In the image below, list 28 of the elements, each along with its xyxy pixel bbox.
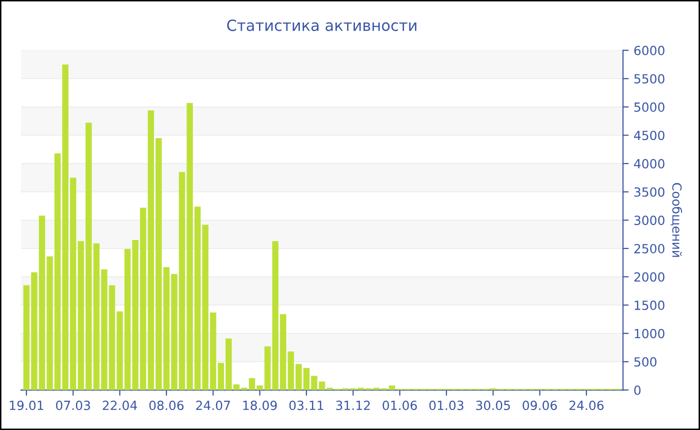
y-tick-label: 6000 — [634, 46, 664, 56]
y-tick-label: 500 — [634, 357, 656, 367]
y-tick-label: 3500 — [634, 187, 664, 197]
y-tick-label: 5000 — [634, 102, 664, 112]
x-tick-label: 01.03 — [429, 400, 464, 410]
y-tick-label: 1500 — [634, 300, 664, 310]
x-tick-label: 07.03 — [56, 400, 90, 410]
chart-title: Статистика активности — [227, 20, 416, 32]
x-tick-label: 18.09 — [243, 400, 277, 410]
y-tick-label: 2000 — [634, 272, 664, 282]
y-tick-label: 2500 — [634, 244, 664, 254]
x-tick-label: 31.12 — [336, 400, 370, 410]
x-tick-label: 24.06 — [569, 400, 604, 410]
x-tick-label: 09.06 — [522, 400, 557, 410]
y-tick-label: 0 — [634, 385, 641, 395]
x-tick-label: 22.04 — [102, 400, 137, 410]
y-tick-label: 3000 — [634, 216, 664, 226]
y-tick-label: 5500 — [634, 74, 664, 84]
y-tick-label: 4500 — [634, 130, 664, 140]
x-tick-label: 03.11 — [289, 400, 324, 410]
y-axis-title: Сообщений — [670, 183, 682, 257]
x-tick-label: 24.07 — [196, 400, 230, 410]
x-tick-label: 08.06 — [149, 400, 184, 410]
y-tick-label: 1000 — [634, 328, 664, 338]
x-tick-label: 01.06 — [382, 400, 417, 410]
x-tick-label: 19.01 — [10, 400, 44, 410]
y-tick-label: 4000 — [634, 159, 664, 168]
x-tick-label: 30.05 — [476, 400, 510, 410]
